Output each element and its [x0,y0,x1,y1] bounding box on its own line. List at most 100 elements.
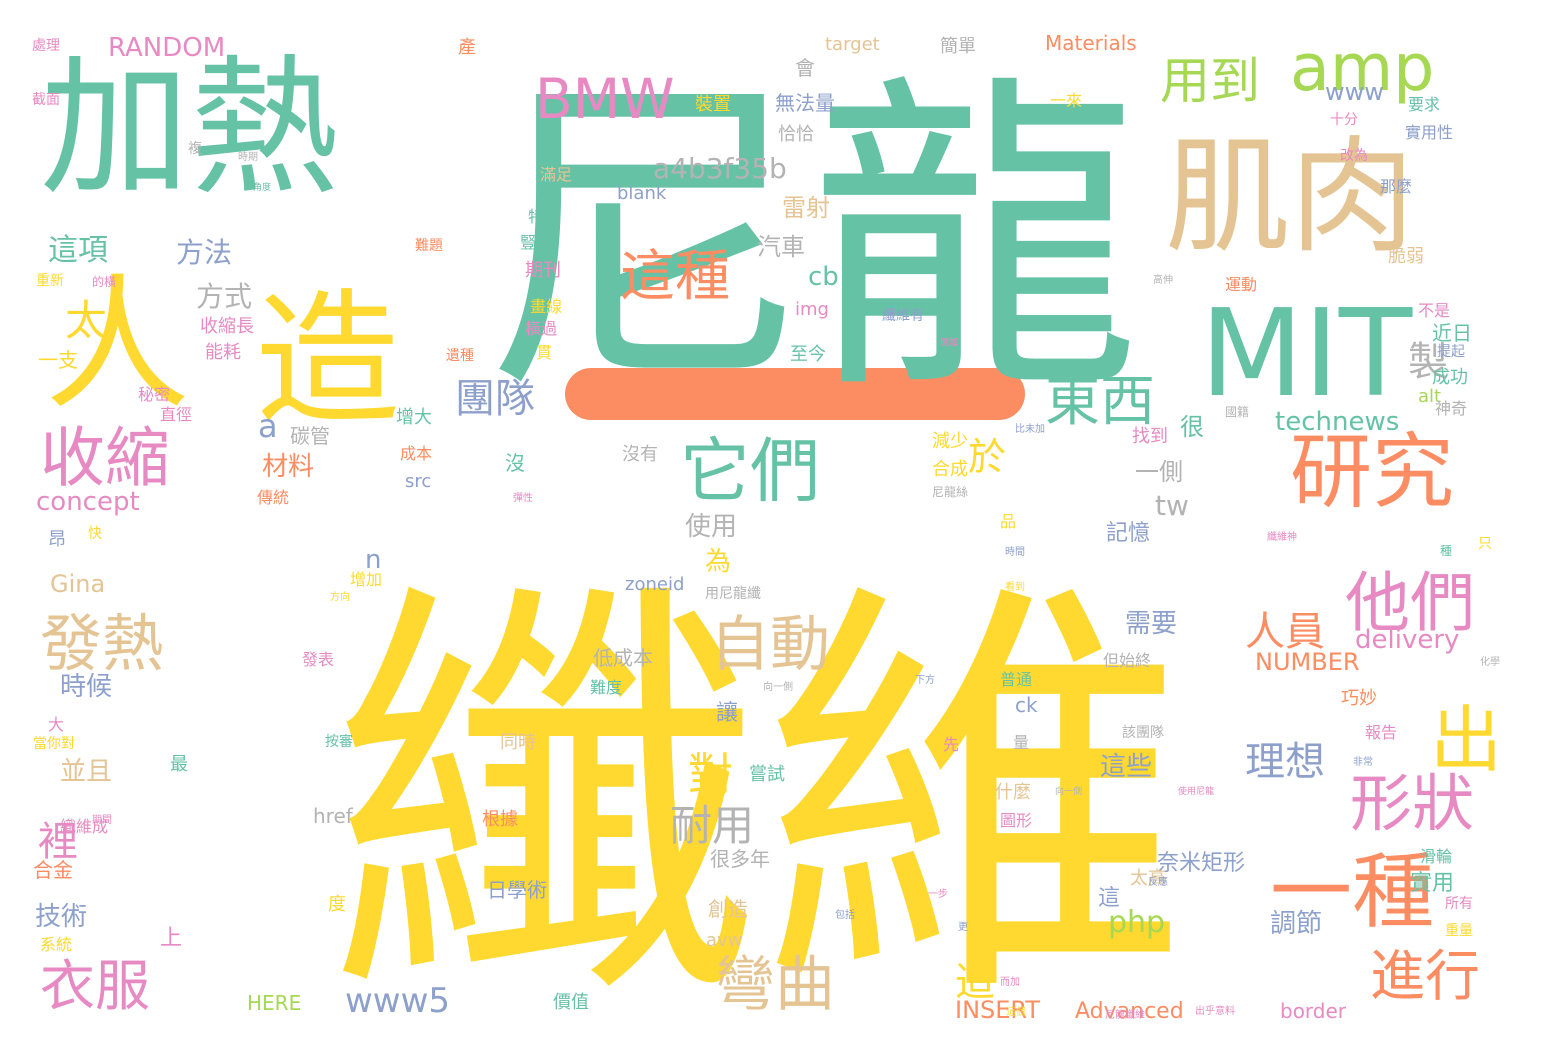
word-154: 畫線 [530,297,562,316]
word-98: 秘密 [138,385,170,404]
word-37: RANDOM [108,33,225,63]
word-158: 產 [458,37,476,58]
word-45: tw [1155,489,1189,522]
word-25: 理想 [1245,739,1325,785]
word-136: 十分 [1330,112,1358,128]
word-127: 太高 [1130,868,1166,889]
word-110: 先 [943,735,959,754]
word-71: 為 [705,547,731,577]
word-193: 尼龍纖維 [1105,1008,1145,1021]
word-135: 巧妙 [1341,688,1377,709]
word-95: 收縮長 [200,316,254,337]
word-57: avw [706,930,742,951]
word-172: 向一側 [763,680,793,693]
word-132: 重量 [1445,923,1473,939]
word-68: 碳管 [290,424,330,448]
word-26: 耐用 [670,801,754,850]
word-36: www5 [345,981,450,1021]
word-179: 使用尼龍 [1178,785,1214,797]
word-13: 出 [1430,698,1502,782]
word-50: target [825,34,880,55]
word-4: MIT [1200,285,1413,424]
word-147: 恰恰 [778,124,814,145]
word-16: 這種 [620,244,730,308]
word-194: 方向 [330,590,350,603]
word-72: 雷射 [782,194,830,222]
word-94: 增加 [350,570,382,589]
word-111: 合金 [33,858,73,882]
word-51: Materials [1045,31,1137,55]
word-117: 按審 [325,734,353,750]
word-73: 汽車 [757,233,805,261]
word-120: 難度 [590,678,622,697]
word-104: 上 [160,926,182,951]
word-170: 當你對 [33,736,75,752]
word-99: 直徑 [160,405,192,424]
word-22: 衣服 [40,954,150,1018]
word-180: 更 [958,921,968,933]
word-47: cb [808,262,839,292]
word-64: 時候 [60,672,112,702]
highlight-bar [565,368,1025,420]
word-84: 讓 [716,701,738,726]
word-83: 記憶 [1106,521,1150,546]
word-80: 近日 [1432,321,1472,345]
word-142: 運動 [1225,275,1257,294]
word-82: 實用 [1410,871,1454,896]
word-11: 他們 [1345,566,1475,641]
word-174: 下方 [915,673,935,686]
word-164: 難題 [415,238,443,254]
word-177: 一步 [928,888,948,900]
word-162: 重新 [36,273,64,289]
word-39: Gina [50,570,105,598]
word-34: a4b3f35b [653,152,787,185]
word-138: 實用性 [1405,123,1453,142]
word-143: 不是 [1418,301,1450,320]
word-126: 奈米矩形 [1157,851,1245,876]
word-79: 會 [795,56,815,80]
word-30: 太 [65,296,107,345]
word-59: ck [1015,693,1038,717]
word-191: 角度 [253,181,271,193]
word-167: 用尼龍纖 [705,585,761,602]
word-5-part-0: 人 [45,261,190,430]
word-69: 一側 [1135,458,1183,486]
word-5: 人造 [45,261,400,445]
word-86: 至今 [790,344,826,365]
word-88: 減少 [932,431,968,452]
word-109: 量 [1013,733,1029,752]
word-155: 橫過 [525,319,557,338]
word-108: 種 [1440,544,1452,558]
word-188: 纖維神 [1267,530,1297,543]
word-52: zoneid [625,574,684,595]
word-38: concept [36,487,140,517]
word-163: 的橫 [92,274,116,289]
word-119: 低成本 [593,646,653,670]
word-33: a [258,407,278,445]
word-134: 報告 [1365,723,1397,742]
word-17: 自動 [710,610,830,680]
word-60: n [365,545,381,575]
word-8: 研究 [1290,425,1454,520]
word-149: 簡單 [940,36,976,57]
word-133: 滑輪 [1420,847,1452,866]
word-10: 收縮 [40,421,170,496]
word-101: 快 [88,526,102,542]
word-55: HERE [247,991,301,1015]
word-128: 什麼 [995,782,1031,803]
word-28: 造 [955,959,995,1005]
word-178: 向一側 [1055,785,1082,797]
word-3: 肌肉 [1165,125,1415,270]
word-61: 這項 [48,233,108,268]
word-116: 根據 [482,809,518,830]
word-48: img [795,299,829,320]
word-124: 價值 [553,992,589,1013]
word-118: 發表 [302,650,334,669]
word-29: 裡 [38,819,78,865]
word-125: 日學術 [487,878,547,902]
word-62: 方法 [176,236,232,269]
word-192: 時期 [238,151,258,163]
word-141: 脆弱 [1388,246,1424,267]
word-87: 找到 [1132,426,1168,447]
